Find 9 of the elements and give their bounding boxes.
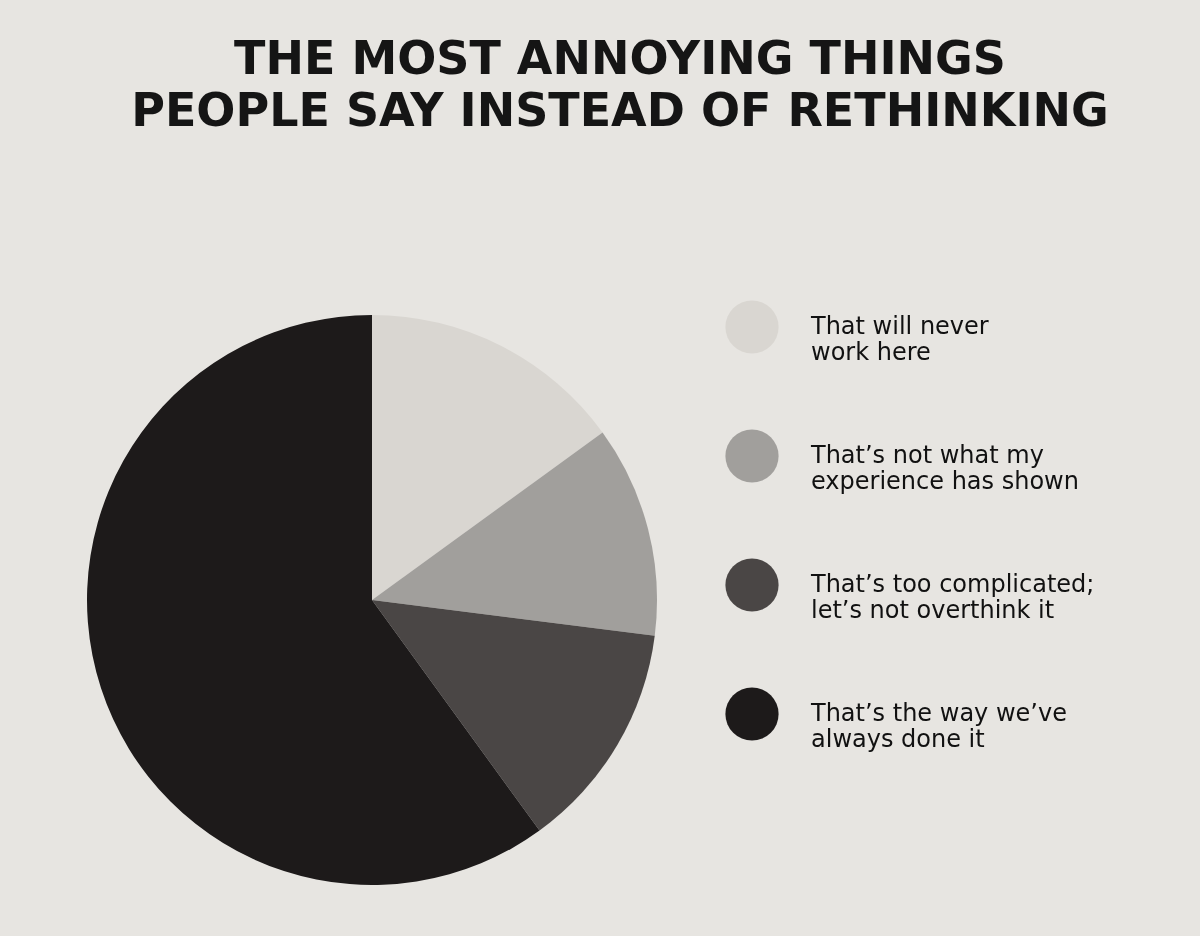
legend-label: That’s not what my experience has shown <box>810 441 1079 495</box>
legend-label: That will never work here <box>810 312 989 366</box>
pie-slice <box>372 432 657 636</box>
pie-slice <box>87 315 540 885</box>
chart-title: THE MOST ANNOYING THINGS PEOPLE SAY INSTEAD OF RETHINKING <box>131 31 1109 137</box>
pie-slice <box>372 600 655 831</box>
pie-slice <box>372 315 603 600</box>
legend-label: That’s too complicated; let’s not overthink it <box>810 570 1095 624</box>
legend-label: That’s the way we’ve always done it <box>810 699 1067 753</box>
